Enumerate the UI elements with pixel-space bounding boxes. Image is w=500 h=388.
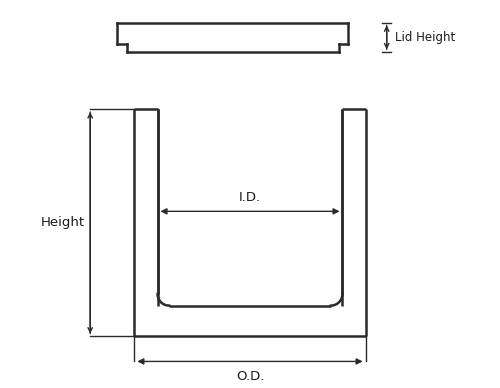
Text: Height: Height [40,216,84,229]
Text: Lid Height: Lid Height [395,31,456,44]
Text: O.D.: O.D. [236,370,264,383]
Text: I.D.: I.D. [239,191,261,204]
